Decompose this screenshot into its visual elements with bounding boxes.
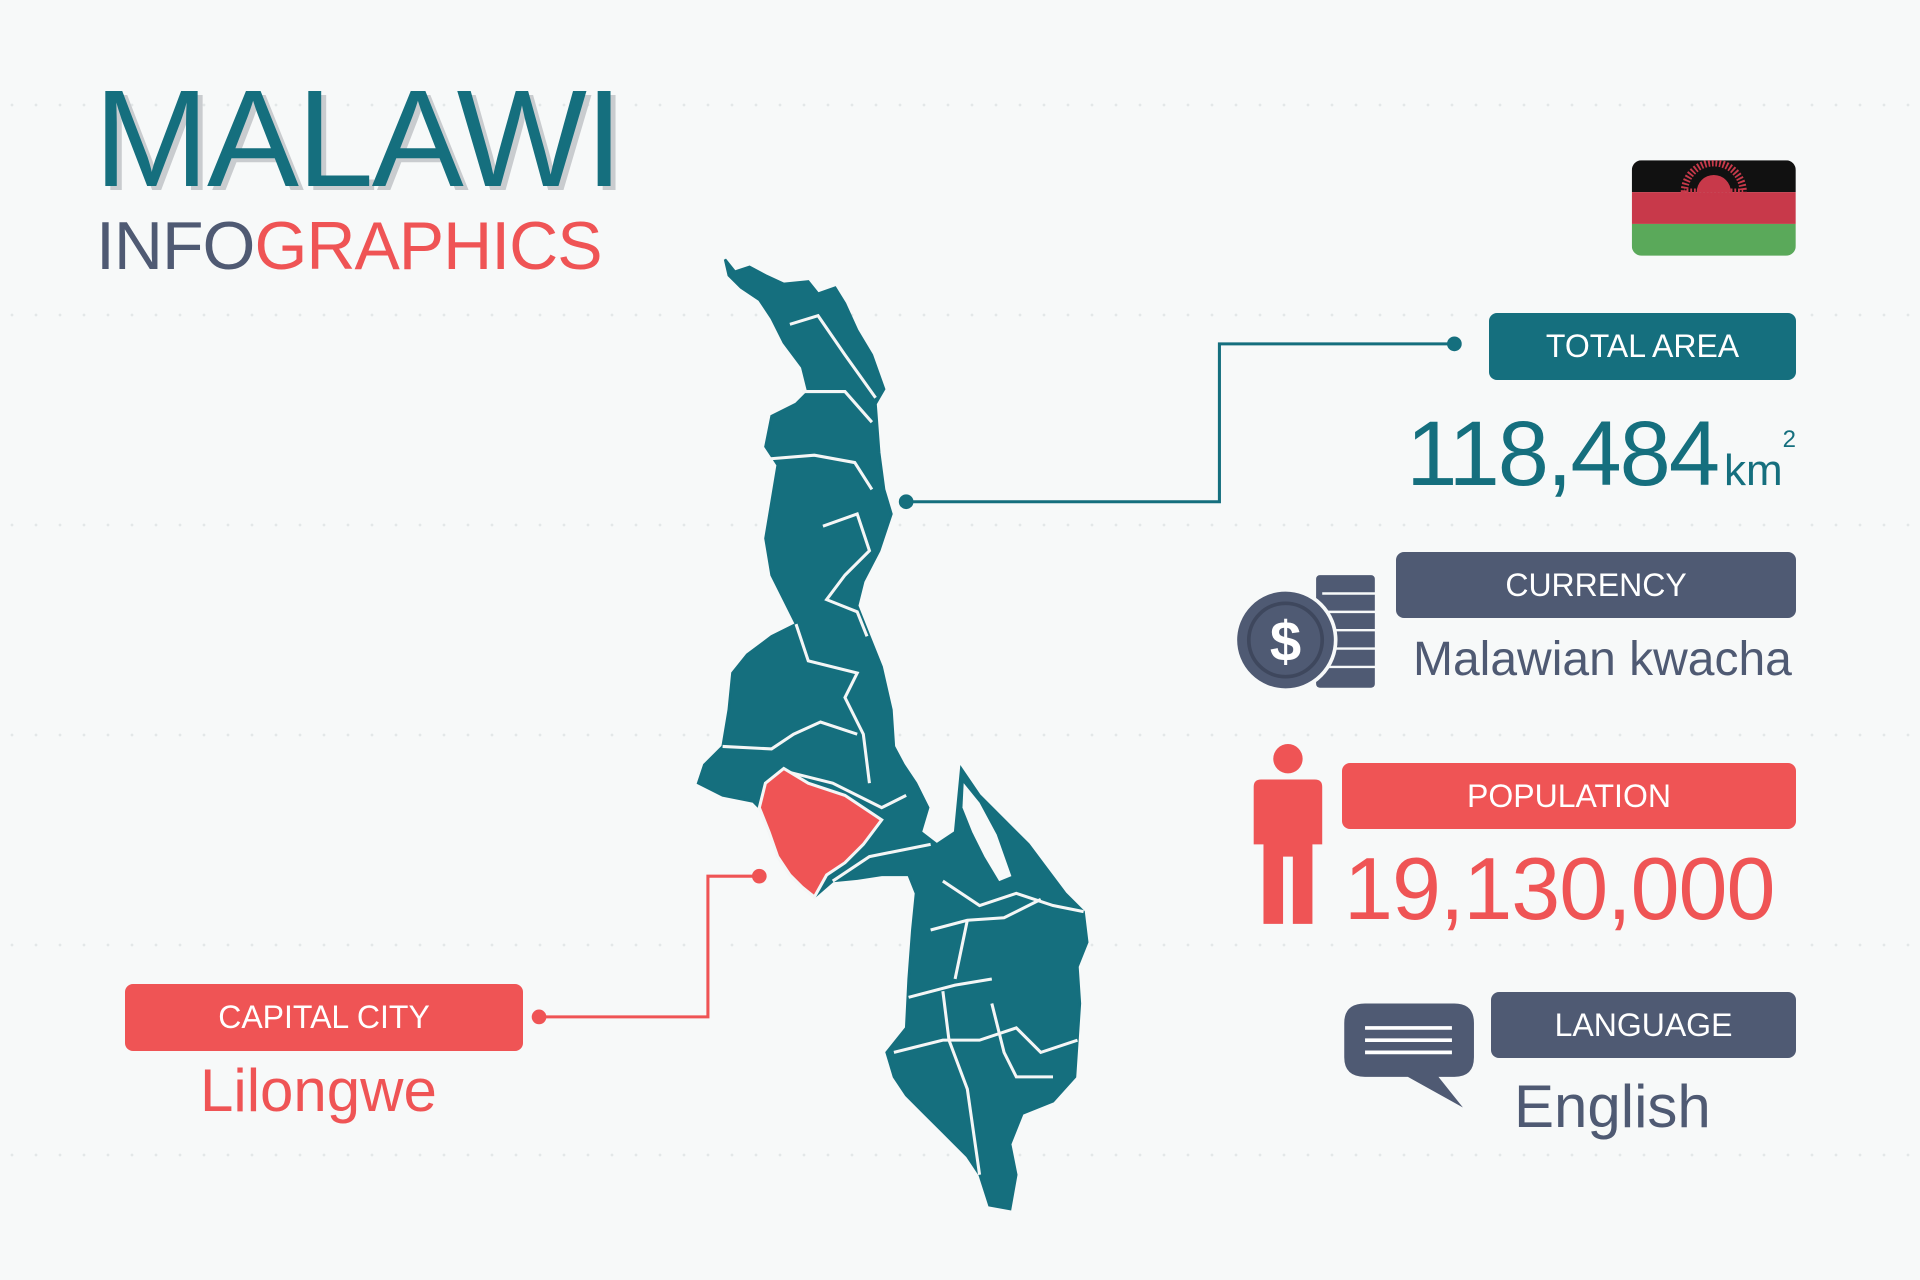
total-area-connector bbox=[906, 342, 1455, 504]
capital-dot-end bbox=[531, 1009, 547, 1025]
language-value: English bbox=[1514, 1073, 1711, 1140]
svg-text:$: $ bbox=[1270, 610, 1301, 673]
subtitle-info: INFO bbox=[96, 208, 255, 284]
area-number: 118,484 bbox=[1406, 403, 1720, 505]
area-unit-sup: 2 bbox=[1782, 426, 1796, 453]
capital-dot bbox=[751, 868, 767, 884]
district-borders bbox=[722, 313, 1084, 1175]
flag-icon bbox=[1631, 160, 1796, 256]
page-subtitle: INFOGRAPHICS bbox=[96, 212, 603, 280]
country-shape bbox=[696, 258, 1089, 1211]
total-area-dot bbox=[898, 494, 914, 510]
total-area-badge: TOTAL AREA bbox=[1489, 313, 1796, 380]
subtitle-graphics: GRAPHICS bbox=[254, 208, 602, 284]
capital-region bbox=[757, 766, 884, 900]
currency-badge: CURRENCY bbox=[1396, 552, 1796, 618]
capital-value: Lilongwe bbox=[200, 1057, 437, 1124]
total-area-dot-end bbox=[1447, 336, 1462, 352]
capital-connector bbox=[539, 874, 760, 1019]
dollar-coin-icon: $ bbox=[1233, 575, 1381, 693]
speech-bubble-icon bbox=[1344, 1003, 1474, 1108]
currency-value: Malawian kwacha bbox=[1413, 633, 1792, 686]
population-badge: POPULATION bbox=[1342, 763, 1796, 829]
area-unit: km bbox=[1723, 446, 1783, 495]
lake-tip bbox=[962, 783, 1012, 882]
page-title: MALAWI bbox=[94, 62, 623, 216]
person-icon bbox=[1253, 744, 1323, 924]
population-value: 19,130,000 bbox=[1344, 839, 1775, 938]
capital-badge: CAPITAL CITY bbox=[125, 984, 523, 1051]
total-area-value: 118,484 km2 bbox=[1406, 402, 1796, 507]
language-badge: LANGUAGE bbox=[1491, 992, 1796, 1058]
